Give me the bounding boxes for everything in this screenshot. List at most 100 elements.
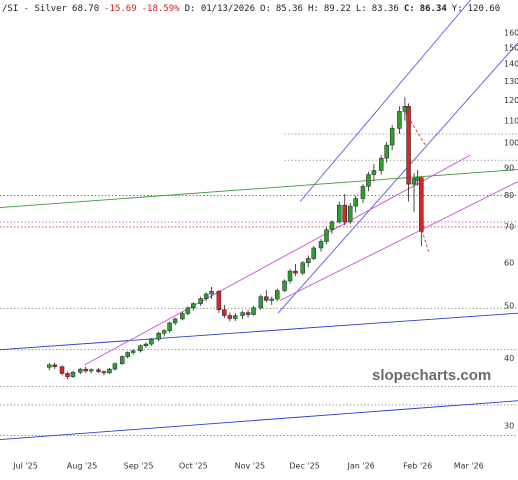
trendline: [0, 400, 518, 440]
y-tick-label: 160: [504, 28, 518, 37]
y-tick-label: 150: [504, 43, 518, 52]
y-tick-label: 90: [504, 163, 514, 172]
y-tick-label: 120: [504, 96, 518, 105]
candle-body: [305, 258, 311, 263]
candle-body: [198, 298, 203, 304]
candle-body: [52, 364, 57, 367]
candle-body: [245, 312, 251, 315]
candle-body: [101, 371, 107, 374]
candle-body: [371, 170, 377, 175]
y-tick-label: 130: [504, 77, 518, 86]
y-tick-label: 40: [504, 354, 514, 363]
header-item: -15.69: [104, 4, 137, 14]
candle-body: [287, 270, 293, 282]
candle-body: [384, 144, 389, 159]
candle-body: [149, 338, 154, 345]
candle-body: [180, 313, 185, 320]
header-item: 85.36: [276, 4, 303, 14]
candle-body: [353, 198, 358, 207]
candle-body: [156, 333, 161, 340]
candle-body: [378, 157, 384, 171]
candle-body: [337, 204, 342, 223]
y-tick-label: 140: [504, 60, 518, 69]
header-item: D: 01/13/2026: [185, 4, 255, 14]
candle-body: [406, 106, 411, 185]
x-tick-label: Jul '25: [12, 462, 38, 471]
x-tick-label: Feb '26: [403, 462, 432, 471]
candle-body: [347, 205, 353, 223]
y-tick-label: 30: [504, 421, 514, 430]
header-item: L:: [356, 4, 367, 14]
header-item: 68.70: [72, 4, 99, 14]
x-tick-label: Nov '25: [235, 462, 266, 471]
candle-body: [172, 318, 178, 324]
candle-body: [191, 303, 196, 309]
candle-body: [222, 309, 227, 316]
y-tick-label: 110: [504, 116, 518, 125]
candle-body: [46, 364, 52, 368]
header-item: O:: [260, 4, 271, 14]
candle-body: [83, 368, 88, 372]
candle-body: [366, 174, 371, 187]
header-text: /SI - Silver 68.70 -15.69 -18.59% D: 01/13/2…: [2, 4, 500, 14]
candle-body: [138, 345, 143, 352]
x-tick-label: Dec '25: [289, 462, 319, 471]
candle-body: [329, 221, 335, 230]
x-tick-label: Oct '25: [179, 462, 208, 471]
header-item: C:: [404, 4, 415, 14]
candle-body: [311, 247, 316, 259]
header: /SI - Silver 68.70 -15.69 -18.59% D: 01/13/2…: [2, 4, 500, 14]
candle-body: [125, 352, 130, 357]
candle-body: [96, 369, 101, 372]
x-tick-label: Jan '26: [347, 462, 375, 471]
y-tick-label: 100: [504, 139, 518, 148]
candle-body: [209, 291, 214, 295]
x-tick-label: Aug '25: [67, 462, 98, 471]
candle-body: [233, 315, 238, 319]
candle-body: [78, 368, 83, 373]
candle-body: [59, 366, 65, 374]
candle-body: [264, 296, 269, 301]
candle-body: [258, 296, 264, 309]
candle-body: [112, 363, 118, 370]
candle-body: [203, 293, 209, 299]
watermark: slopecharts.com: [372, 367, 491, 384]
candle-body: [65, 373, 70, 377]
header-item: 83.36: [372, 4, 399, 14]
trendline: [279, 181, 518, 301]
x-tick-label: Sep '25: [124, 462, 154, 471]
candle-body: [274, 290, 280, 300]
candle-body: [419, 177, 424, 232]
header-item: 120.60: [468, 4, 501, 14]
candle-body: [161, 330, 167, 334]
candle-body: [88, 369, 94, 372]
y-tick-label: 50: [504, 301, 514, 310]
candle-body: [397, 111, 402, 129]
candle-body: [411, 178, 417, 185]
header-item: -18.59%: [142, 4, 181, 14]
candle-body: [360, 186, 366, 199]
candle-body: [300, 262, 306, 274]
candle-body: [269, 298, 275, 301]
header-item: 89.22: [324, 4, 351, 14]
candle-body: [119, 356, 125, 364]
candle-body: [227, 315, 233, 319]
x-tick-label: Mar '26: [454, 462, 484, 471]
candle-body: [185, 307, 191, 314]
candle-body: [143, 343, 149, 347]
header-item: /SI - Silver: [2, 4, 68, 14]
trendline: [84, 154, 471, 366]
y-tick-label: 80: [504, 191, 514, 200]
header-item: H:: [308, 4, 319, 14]
candle-body: [70, 371, 76, 377]
candle-body: [130, 350, 136, 353]
candle-body: [293, 270, 298, 274]
candle-body: [342, 204, 347, 223]
candle-body: [107, 368, 112, 374]
candle-body: [240, 312, 245, 316]
y-tick-label: 60: [504, 259, 514, 268]
trendline: [299, 0, 471, 202]
y-tick-label: 70: [504, 222, 514, 231]
